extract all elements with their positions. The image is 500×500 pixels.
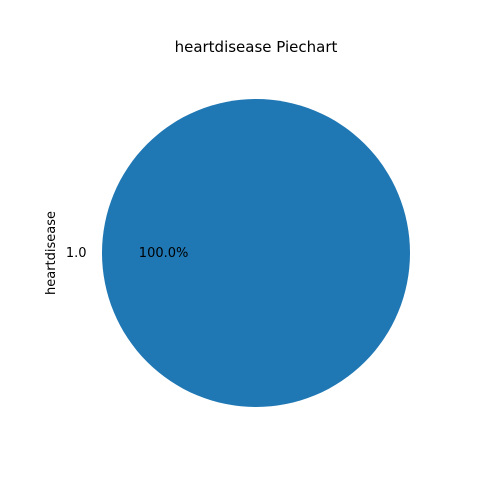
pie-slices — [102, 99, 410, 407]
pie-slice — [102, 99, 410, 407]
slice-pct-label: 100.0% — [139, 246, 189, 261]
pie-labels: 1.0 100.0% — [66, 246, 188, 261]
chart-title: heartdisease Piechart — [175, 38, 338, 56]
y-axis-label: heartdisease — [44, 211, 59, 295]
slice-label: 1.0 — [66, 246, 87, 261]
